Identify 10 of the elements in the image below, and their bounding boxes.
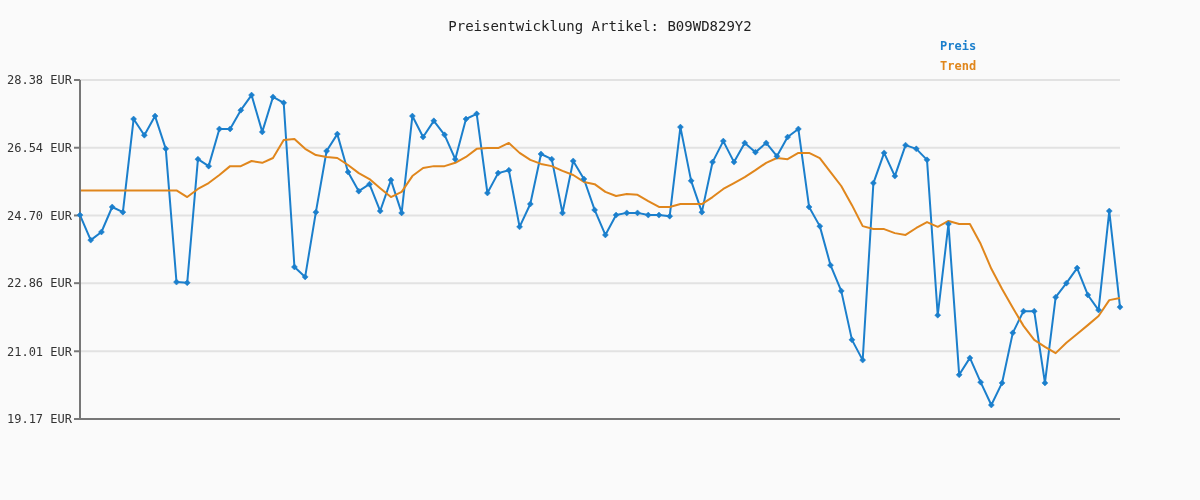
y-tick-label: 28.38 EUR (6, 73, 73, 88)
chart-title: Preisentwicklung Artikel: B09WD829Y2 (447, 18, 753, 34)
y-tick-label: 26.54 EUR (6, 140, 73, 155)
y-tick-label: 22.86 EUR (6, 276, 73, 291)
y-tick-label: 21.01 EUR (6, 344, 73, 359)
y-tick-label: 24.70 EUR (6, 208, 73, 223)
line-series (79, 137, 1121, 355)
text: Preis (940, 38, 977, 55)
text: Trend (940, 58, 977, 75)
y-tick-label: 19.17 EUR (6, 412, 73, 427)
